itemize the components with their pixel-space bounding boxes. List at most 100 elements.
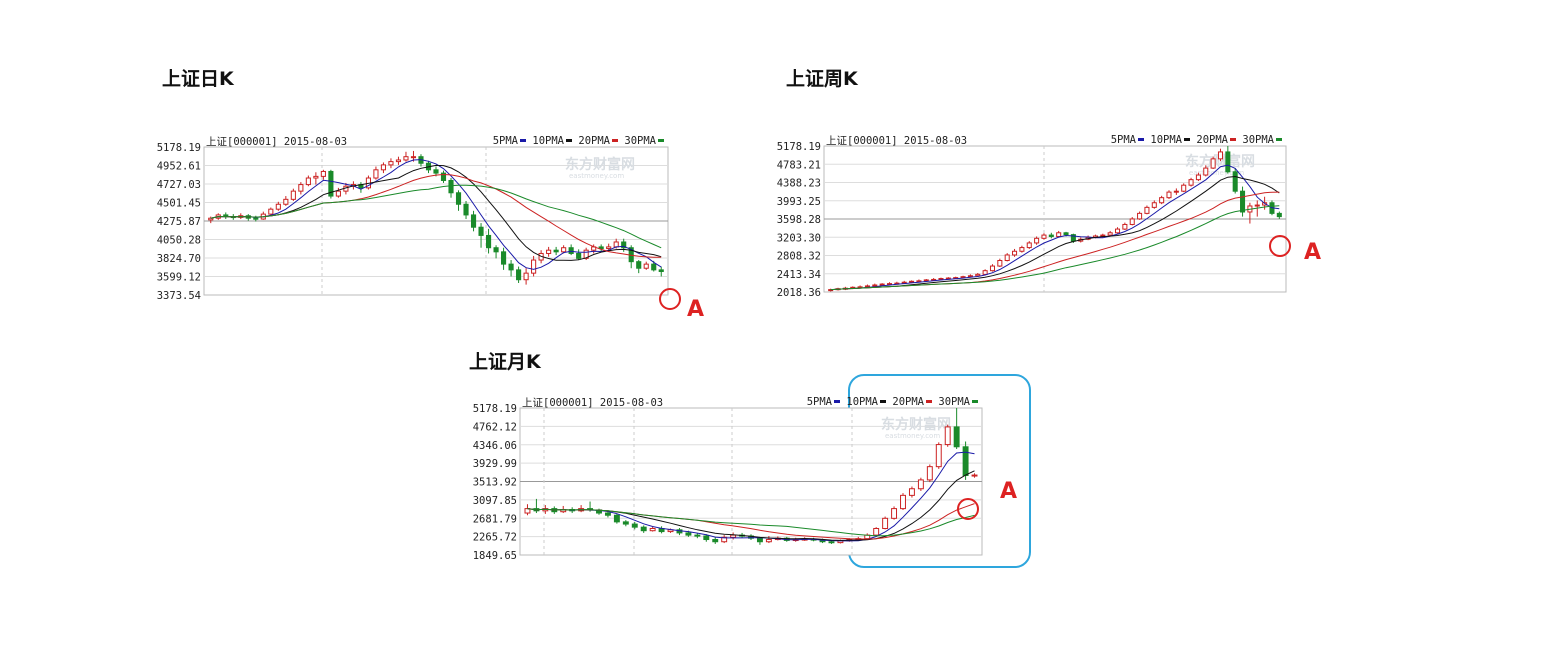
candle-body: [1144, 206, 1150, 214]
candle-body: [982, 270, 988, 275]
candle: [982, 269, 988, 276]
candle-body: [908, 488, 915, 496]
candle-body: [944, 426, 951, 446]
candle: [756, 536, 763, 545]
candle-body: [275, 203, 281, 210]
candle-body: [1026, 242, 1032, 249]
candle: [917, 477, 924, 491]
y-tick-label: 2681.79: [473, 513, 517, 525]
candle-body: [1159, 197, 1165, 204]
candle-body: [448, 179, 454, 194]
legend-label: 20PMA: [892, 396, 924, 408]
candle: [335, 187, 341, 198]
candle-body: [1048, 234, 1054, 237]
candle-body: [613, 241, 619, 248]
daily-title: 上证日K: [162, 68, 234, 90]
candle: [891, 506, 898, 520]
marker-letter: A: [1304, 240, 1321, 265]
legend-swatch: [658, 139, 664, 142]
candle: [1122, 222, 1128, 231]
candle: [765, 535, 772, 544]
candle-body: [649, 527, 656, 532]
candle-body: [583, 249, 589, 259]
monthly-kline-svg: 5178.19 4762.12 4346.06 3929.99 3513.92 3097.…: [473, 396, 1017, 562]
y-tick-label: 3598.28: [777, 214, 821, 226]
weekly-kline-svg: 5178.19 4783.21 4388.23 3993.25 3598.28 3203.…: [777, 134, 1321, 299]
candle: [1129, 217, 1135, 226]
candle: [1159, 195, 1165, 205]
candle-body: [253, 217, 259, 220]
candle: [463, 200, 469, 220]
candle-body: [470, 214, 477, 228]
candle: [649, 526, 656, 532]
candle-body: [568, 247, 574, 254]
y-tick-label: 2413.34: [777, 269, 821, 281]
legend-item: 5PMA: [493, 135, 526, 147]
watermark-url: eastmoney.com: [569, 172, 624, 180]
candle: [1166, 190, 1172, 200]
legend-swatch: [834, 400, 840, 403]
candle-body: [1276, 212, 1282, 218]
legend-label: 5PMA: [807, 396, 833, 408]
candle: [470, 210, 477, 232]
candle-body: [971, 474, 978, 477]
candle-body: [373, 169, 379, 179]
candle: [290, 188, 296, 201]
candle-body: [1063, 232, 1069, 236]
candle-body: [640, 526, 647, 532]
candle-body: [923, 279, 929, 282]
candle: [305, 175, 311, 187]
candle: [485, 228, 492, 254]
candle: [298, 182, 304, 195]
candle: [613, 513, 620, 524]
y-tick-label: 3513.92: [473, 477, 517, 489]
candle-body: [1004, 254, 1010, 262]
candle: [395, 156, 402, 165]
candle-body: [335, 190, 341, 197]
candle-body: [685, 532, 692, 536]
candle-body: [305, 177, 311, 186]
legend-swatch: [1138, 138, 1144, 141]
candle-body: [756, 537, 763, 543]
legend-label: 10PMA: [1150, 134, 1182, 146]
candle: [516, 266, 522, 283]
candle-body: [1240, 190, 1246, 213]
candle: [440, 170, 447, 183]
candle-body: [703, 535, 710, 541]
candle: [636, 260, 642, 274]
candle: [1137, 211, 1143, 220]
legend-swatch: [520, 139, 526, 142]
ma-line-5pma: [210, 159, 662, 270]
watermark-logo: 东方财富网: [565, 156, 635, 173]
candle: [1240, 186, 1246, 217]
candle-body: [524, 508, 531, 514]
chart-header: 上证[000001] 2015-08-03: [522, 397, 663, 409]
candle: [328, 169, 334, 199]
candle: [953, 408, 960, 449]
candle: [283, 196, 289, 206]
legend-swatch: [1276, 138, 1282, 141]
marker-letter: A: [687, 297, 704, 322]
legend-label: 5PMA: [493, 135, 519, 147]
legend-swatch: [926, 400, 932, 403]
candle-body: [694, 534, 701, 537]
legend-item: 10PMA: [1150, 134, 1190, 146]
candle-body: [658, 269, 664, 273]
legend-label: 30PMA: [624, 135, 656, 147]
candle: [908, 486, 915, 498]
candle: [524, 504, 531, 516]
candle: [1056, 230, 1062, 238]
y-tick-label: 5178.19: [777, 141, 821, 153]
candle: [1019, 245, 1025, 253]
candle: [388, 158, 394, 169]
candle-body: [1225, 151, 1231, 173]
legend-label: 5PMA: [1111, 134, 1137, 146]
candle-body: [1107, 232, 1113, 236]
candle-body: [433, 169, 439, 174]
candle-body: [501, 251, 507, 265]
candle-body: [828, 541, 835, 544]
candle: [622, 520, 629, 527]
candle-body: [1137, 212, 1143, 220]
legend-item: 5PMA: [807, 396, 840, 408]
candle: [1203, 165, 1209, 177]
